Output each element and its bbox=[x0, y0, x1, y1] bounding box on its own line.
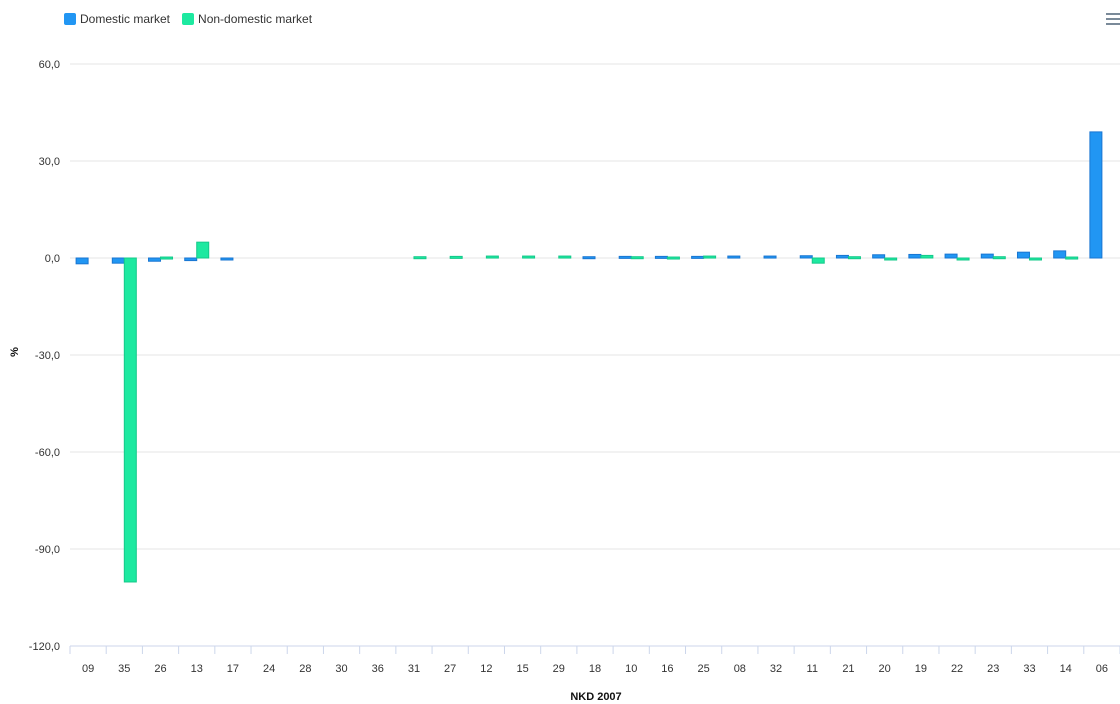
nondomestic-bar-31[interactable] bbox=[413, 256, 427, 260]
y-tick-label: -90,0 bbox=[35, 544, 60, 556]
y-tick-labels: 60,0 30,0 0,0 -30,0 -60,0 -90,0 -120,0 bbox=[29, 59, 60, 653]
nondomestic-bar-13[interactable] bbox=[196, 241, 210, 259]
legend-label-domestic: Domestic market bbox=[80, 12, 171, 26]
nondomestic-bar-23[interactable] bbox=[992, 256, 1006, 260]
nondomestic-bar-14[interactable] bbox=[1065, 256, 1079, 260]
domestic-bar-10[interactable] bbox=[618, 255, 632, 259]
nondomestic-bar-10[interactable] bbox=[630, 256, 644, 260]
x-tick-label: 20 bbox=[879, 663, 891, 675]
nondomestic-bar-26[interactable] bbox=[160, 256, 174, 260]
x-tick-label: 09 bbox=[82, 663, 94, 675]
y-tick-label: -30,0 bbox=[35, 350, 60, 362]
domestic-bar-14[interactable] bbox=[1053, 250, 1067, 259]
x-axis-title: NKD 2007 bbox=[570, 691, 621, 703]
x-tick-label: 19 bbox=[915, 663, 927, 675]
x-tick-label: 10 bbox=[625, 663, 637, 675]
y-tick-label: -120,0 bbox=[29, 641, 60, 653]
grid-lines bbox=[70, 63, 1120, 647]
y-tick-label: 0,0 bbox=[45, 253, 60, 265]
legend-item-domestic[interactable]: Domestic market bbox=[64, 12, 170, 26]
legend-item-nondomestic[interactable]: Non-domestic market bbox=[182, 12, 312, 26]
x-tick-label: 33 bbox=[1023, 663, 1035, 675]
domestic-bar-33[interactable] bbox=[1016, 251, 1030, 259]
nondomestic-bar-25[interactable] bbox=[703, 255, 717, 259]
legend-label-nondomestic: Non-domestic market bbox=[198, 12, 313, 26]
domestic-bar-35[interactable] bbox=[111, 257, 125, 264]
x-tick-label: 08 bbox=[734, 663, 746, 675]
domestic-swatch bbox=[64, 13, 76, 25]
nondomestic-bar-27[interactable] bbox=[449, 255, 463, 259]
x-tick-label: 12 bbox=[480, 663, 492, 675]
x-tick-label: 13 bbox=[191, 663, 203, 675]
domestic-bar-08[interactable] bbox=[727, 255, 741, 259]
x-tick-label: 29 bbox=[553, 663, 565, 675]
x-tick-label: 06 bbox=[1096, 663, 1108, 675]
x-tick-label: 24 bbox=[263, 663, 275, 675]
nondomestic-bar-29[interactable] bbox=[558, 255, 572, 259]
x-tick-label: 25 bbox=[697, 663, 709, 675]
nondomestic-bar-19[interactable] bbox=[920, 254, 934, 259]
domestic-bar-26[interactable] bbox=[148, 257, 162, 262]
x-tick-label: 28 bbox=[299, 663, 311, 675]
nondomestic-bar-11[interactable] bbox=[811, 257, 825, 264]
y-tick-label: 60,0 bbox=[39, 59, 60, 71]
nondomestic-bar-16[interactable] bbox=[666, 256, 680, 260]
nondomestic-bar-35[interactable] bbox=[123, 257, 137, 583]
domestic-bar-19[interactable] bbox=[908, 253, 922, 259]
domestic-bar-09[interactable] bbox=[75, 257, 89, 265]
domestic-bar-06[interactable] bbox=[1089, 131, 1103, 259]
domestic-bar-16[interactable] bbox=[654, 255, 668, 259]
domestic-bar-32[interactable] bbox=[763, 255, 777, 259]
nondomestic-bar-21[interactable] bbox=[847, 256, 861, 260]
domestic-bar-11[interactable] bbox=[799, 255, 813, 259]
legend: Domestic market Non-domestic market bbox=[64, 12, 312, 26]
x-tick-label: 22 bbox=[951, 663, 963, 675]
nondomestic-bar-12[interactable] bbox=[485, 255, 499, 259]
y-tick-label: 30,0 bbox=[39, 156, 60, 168]
nondomestic-bar-33[interactable] bbox=[1028, 257, 1042, 261]
domestic-bar-13[interactable] bbox=[184, 257, 198, 262]
nondomestic-bar-22[interactable] bbox=[956, 257, 970, 261]
x-tick-label: 35 bbox=[118, 663, 130, 675]
x-tick-label: 11 bbox=[807, 663, 818, 675]
x-tick-label: 26 bbox=[154, 663, 166, 675]
nondomestic-swatch bbox=[182, 13, 195, 25]
y-tick-label: -60,0 bbox=[35, 447, 60, 459]
x-tick-label: 27 bbox=[444, 663, 456, 675]
x-tick-label: 21 bbox=[842, 663, 854, 675]
domestic-bar-17[interactable] bbox=[220, 257, 234, 261]
domestic-bar-23[interactable] bbox=[980, 253, 994, 259]
hamburger-menu-icon[interactable] bbox=[1106, 10, 1120, 26]
bars bbox=[75, 131, 1103, 583]
domestic-bar-18[interactable] bbox=[582, 256, 596, 260]
x-tick-label: 16 bbox=[661, 663, 673, 675]
x-tick-label: 23 bbox=[987, 663, 999, 675]
domestic-bar-20[interactable] bbox=[872, 254, 886, 259]
domestic-bar-21[interactable] bbox=[835, 254, 849, 259]
domestic-bar-25[interactable] bbox=[691, 255, 705, 259]
domestic-bar-22[interactable] bbox=[944, 253, 958, 259]
nondomestic-bar-20[interactable] bbox=[884, 257, 898, 261]
x-tick-label: 31 bbox=[408, 663, 420, 675]
nondomestic-bar-15[interactable] bbox=[522, 255, 536, 259]
x-tick-label: 15 bbox=[516, 663, 528, 675]
x-tick-label: 32 bbox=[770, 663, 782, 675]
x-tick-label: 14 bbox=[1060, 663, 1072, 675]
x-tick-label: 17 bbox=[227, 663, 239, 675]
x-tick-label: 30 bbox=[335, 663, 347, 675]
x-tick-label: 18 bbox=[589, 663, 601, 675]
x-tick-labels: 09 35 26 13 17 24 28 30 36 31 27 12 15 29 18 10 16 25 08 32… bbox=[69, 645, 1120, 675]
y-axis-title: % bbox=[9, 347, 21, 357]
x-tick-label: 36 bbox=[372, 663, 384, 675]
